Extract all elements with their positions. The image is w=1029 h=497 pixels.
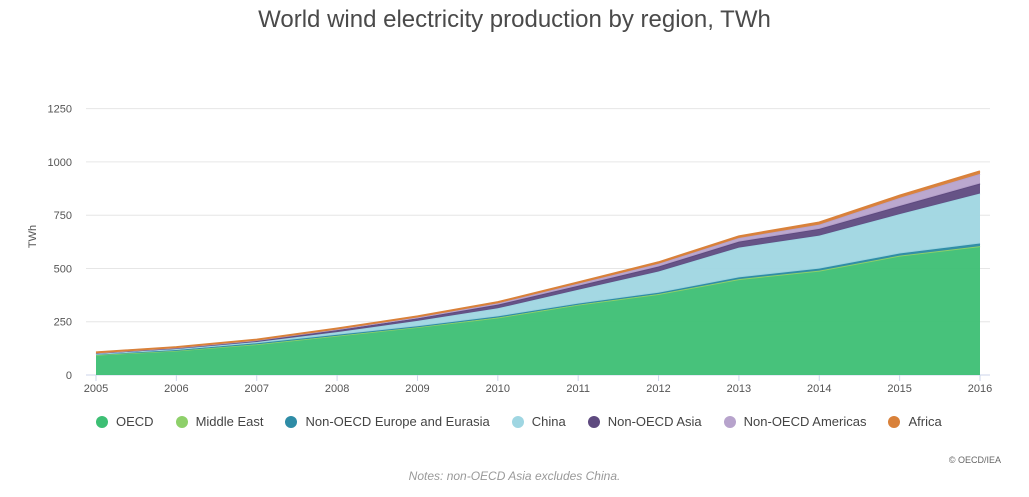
credit-text: © OECD/IEA <box>948 455 1001 465</box>
legend-label: OECD <box>116 414 154 429</box>
x-tick-label: 2010 <box>486 383 510 395</box>
legend-dot-icon <box>888 415 901 428</box>
x-tick-label: 2016 <box>968 383 992 395</box>
y-tick-label: 500 <box>54 263 72 275</box>
legend-item-non-oecd-europe-and-eurasia[interactable]: Non-OECD Europe and Eurasia <box>285 414 490 429</box>
legend-dot-icon <box>285 415 298 428</box>
y-tick-label: 250 <box>54 317 72 329</box>
y-tick-label: 0 <box>66 370 72 382</box>
x-tick-label: 2012 <box>646 383 670 395</box>
x-tick-label: 2005 <box>84 383 108 395</box>
legend-dot-icon <box>723 415 736 428</box>
y-axis-label: TWh <box>27 225 39 248</box>
y-tick-label: 1000 <box>48 157 72 169</box>
legend-item-china[interactable]: China <box>511 414 566 429</box>
chart-note: Notes: non-OECD Asia excludes China. <box>408 469 621 483</box>
legend-dot-icon <box>511 415 524 428</box>
legend-dot-icon <box>175 415 188 428</box>
legend-label: Non-OECD Americas <box>743 414 867 429</box>
legend-label: Non-OECD Europe and Eurasia <box>305 414 490 429</box>
legend-label: China <box>531 414 566 429</box>
legend-label: Middle East <box>195 414 264 429</box>
area-series-oecd <box>96 246 980 375</box>
legend-dot-icon <box>587 415 600 428</box>
x-tick-label: 2007 <box>244 383 268 395</box>
x-tick-label: 2014 <box>807 383 831 395</box>
x-tick-label: 2015 <box>887 383 911 395</box>
legend-label: Non-OECD Asia <box>607 414 702 429</box>
x-tick-label: 2009 <box>405 383 429 395</box>
chart-legend: OECD Middle East Non-OECD Europe and Euras… <box>96 414 942 429</box>
legend-item-non-oecd-asia[interactable]: Non-OECD Asia <box>587 414 702 429</box>
legend-item-non-oecd-americas[interactable]: Non-OECD Americas <box>723 414 867 429</box>
x-tick-label: 2013 <box>727 383 751 395</box>
legend-label: Africa <box>908 414 942 429</box>
y-tick-label: 750 <box>54 210 72 222</box>
legend-dot-icon <box>96 415 108 428</box>
x-tick-label: 2006 <box>164 383 188 395</box>
legend-item-africa[interactable]: Africa <box>888 414 942 429</box>
y-tick-label: 1250 <box>48 104 72 116</box>
x-tick-label: 2011 <box>566 383 590 395</box>
legend-item-oecd[interactable]: OECD <box>96 414 154 429</box>
chart-title: World wind electricity production by reg… <box>258 6 771 33</box>
line-series-africa <box>95 170 981 354</box>
legend-item-middle-east[interactable]: Middle East <box>175 414 264 429</box>
x-tick-label: 2008 <box>325 383 349 395</box>
